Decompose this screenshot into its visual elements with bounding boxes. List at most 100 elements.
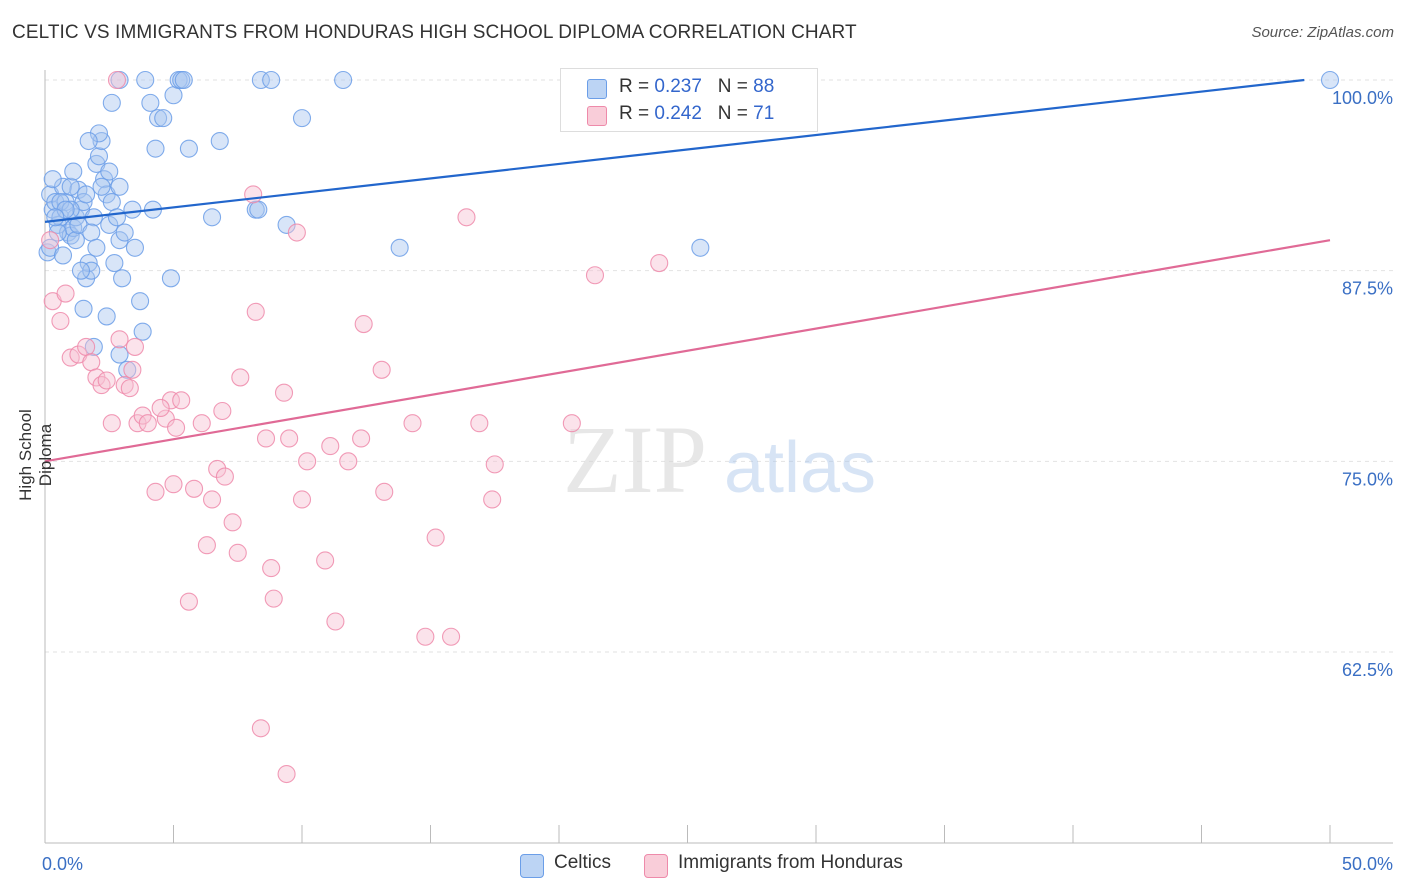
celtics-point: [100, 215, 119, 234]
y-axis-label: High School Diploma: [16, 409, 55, 501]
honduras-point: [97, 371, 116, 390]
honduras-point: [352, 429, 371, 448]
celtics-point: [48, 223, 67, 242]
celtics-point: [82, 261, 101, 280]
honduras-point: [485, 455, 504, 474]
honduras-trend-line: [44, 239, 1331, 463]
celtics-point: [102, 93, 121, 112]
honduras-point: [256, 429, 276, 448]
celtics-point: [203, 208, 222, 227]
celtics-point: [43, 170, 62, 189]
legend-r-label: R =: [619, 76, 655, 97]
legend-n-label: N =: [717, 103, 754, 124]
y-tick-label: 62.5%: [1342, 660, 1393, 680]
honduras-point: [251, 719, 270, 738]
honduras-point: [470, 414, 489, 433]
celtics-point: [97, 307, 116, 326]
celtics-point: [64, 162, 83, 181]
celtics-point: [82, 223, 101, 242]
honduras-point: [403, 414, 422, 433]
celtics-point: [53, 177, 73, 196]
honduras-point: [123, 360, 142, 379]
watermark-atlas: atlas: [724, 428, 876, 508]
honduras-point: [457, 208, 476, 227]
celtics-point: [56, 200, 75, 219]
celtics-point: [141, 93, 160, 112]
honduras-point: [262, 559, 281, 578]
honduras-point: [172, 391, 191, 410]
honduras-point: [375, 482, 394, 501]
honduras-point: [298, 452, 317, 471]
celtics-point: [1320, 70, 1340, 90]
honduras-point: [110, 330, 129, 349]
honduras-point: [185, 479, 204, 498]
honduras-point: [223, 513, 242, 532]
celtics-point: [46, 208, 65, 227]
honduras-point: [321, 437, 340, 456]
honduras-point: [156, 409, 175, 428]
honduras-point: [274, 383, 294, 402]
celtics-point: [115, 223, 134, 242]
honduras-point: [115, 376, 134, 395]
honduras-point: [151, 398, 170, 417]
legend-r-value: 0.237: [654, 76, 702, 97]
celtics-point: [136, 70, 155, 90]
honduras-point: [82, 353, 101, 372]
honduras-point: [138, 414, 157, 433]
honduras-point: [316, 551, 335, 570]
celtics-point: [66, 231, 85, 250]
legend-text-honduras: R = 0.242 N = 71: [619, 103, 774, 125]
celtics-point: [161, 269, 180, 288]
celtics-point: [79, 131, 98, 151]
celtics-point: [210, 131, 229, 151]
celtics-point: [53, 246, 73, 265]
celtics-point: [84, 337, 103, 356]
celtics-point: [174, 70, 193, 90]
celtics-point: [105, 253, 124, 273]
celtics-point: [71, 261, 91, 280]
source-label: Source: ZipAtlas.com: [1251, 24, 1394, 41]
celtics-point: [89, 124, 109, 143]
series-name-honduras: Immigrants from Honduras: [678, 852, 903, 873]
celtics-point: [164, 86, 183, 105]
legend-n-value: 71: [753, 103, 775, 124]
series-swatch-honduras: [644, 854, 668, 878]
celtics-point: [89, 147, 109, 166]
honduras-point: [650, 253, 669, 273]
celtics-point: [92, 177, 111, 196]
y-tick-label: 87.5%: [1342, 279, 1393, 299]
honduras-point: [203, 490, 222, 509]
honduras-point: [228, 543, 247, 562]
legend-swatch-celtics: [587, 79, 607, 99]
honduras-point: [585, 266, 605, 285]
honduras-point: [277, 764, 296, 784]
celtics-trend-line: [44, 78, 1305, 223]
honduras-point: [125, 337, 144, 356]
celtics-point: [110, 177, 129, 196]
honduras-point: [41, 231, 60, 250]
honduras-point: [77, 337, 96, 356]
legend-text-celtics: R = 0.237 N = 88: [619, 76, 774, 98]
honduras-point: [107, 70, 127, 90]
honduras-point: [264, 589, 283, 608]
x-tick-label: 0.0%: [42, 854, 83, 874]
legend-n-value: 88: [753, 76, 775, 97]
trend-lines: [44, 78, 1331, 463]
celtics-point: [87, 238, 106, 257]
celtics-point: [131, 292, 150, 311]
celtics-point: [113, 269, 132, 288]
celtics-point: [102, 192, 121, 212]
celtics-point: [125, 238, 144, 257]
series-name-celtics: Celtics: [554, 852, 612, 873]
celtics-point: [118, 360, 137, 379]
honduras-point: [326, 612, 345, 631]
legend-r-value: 0.242: [654, 103, 702, 124]
celtics-point: [249, 200, 268, 219]
celtics-point: [149, 109, 168, 128]
celtics-point: [133, 322, 152, 341]
y-tick-label: 100.0%: [1332, 88, 1393, 108]
celtics-point: [77, 185, 96, 204]
series-swatch-celtics: [520, 854, 544, 878]
celtics-point: [100, 162, 119, 181]
